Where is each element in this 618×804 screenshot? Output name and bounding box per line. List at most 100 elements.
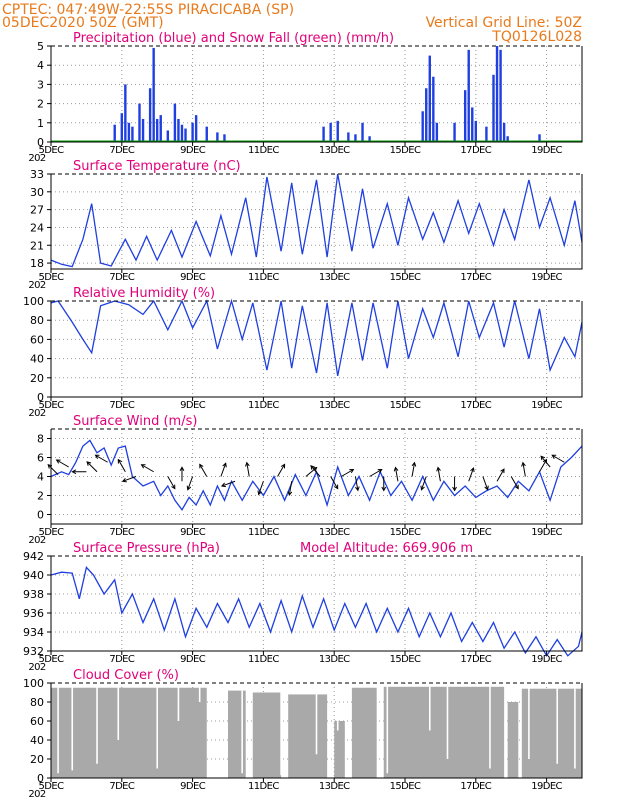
precip-bar (124, 84, 127, 142)
rh-line (50, 298, 583, 377)
panel-rh: 0 20 40 60 80 100 5DEC 7DEC 9DEC 11DEC 13DEC 15DEC 1… (23, 286, 583, 419)
precip-bar (538, 134, 541, 142)
header-grid-note: Vertical Grid Line: 50Z (426, 15, 582, 31)
panel-title: Relative Humidity (%) (73, 286, 215, 301)
wind-vector (310, 465, 321, 477)
cloud-block (383, 686, 505, 778)
precip-bar (471, 107, 474, 142)
year-stub: 202 (28, 153, 46, 164)
wind-vector (420, 476, 427, 490)
header: CPTEC: 047:49W-22:55S PIRACICABA (SP) 05… (2, 2, 582, 45)
precip-bar (322, 126, 325, 142)
precip-bar (120, 113, 123, 142)
frame (50, 174, 583, 270)
panel-precip: 0 1 2 3 4 5 5DEC 7DEC 9DEC 11DEC 13DEC 15DEC 17DEC 19… (28, 31, 583, 164)
panel-temp: 18 21 24 27 30 33 5DEC 7DEC 9DEC 11DEC 13DEC 15DEC 1… (28, 159, 583, 291)
x-tick-label: 13DEC (319, 654, 350, 665)
precip-bar (354, 134, 357, 142)
precip-bar (148, 88, 152, 142)
precip-bar (428, 55, 431, 142)
wind-vector (354, 476, 359, 491)
x-tick-label: 5DEC (39, 781, 65, 792)
x-tick-label: 19DEC (531, 145, 562, 156)
wind-vector (288, 481, 293, 496)
precip-bar (329, 122, 332, 142)
wind-vector-head (500, 468, 505, 474)
precip-bar (177, 118, 180, 142)
y-tick-label: 934 (23, 626, 44, 639)
y-tick-label: 4 (37, 471, 44, 484)
y-tick-label: 1 (37, 117, 44, 130)
wind-vector-head (280, 463, 286, 469)
panel-wind: 0 2 4 6 8 5DEC 7DEC 9DEC 11DEC 13DEC 15DEC 17DEC 19D… (28, 414, 583, 546)
wind-vector-head (86, 461, 92, 466)
x-tick-label: 13DEC (319, 781, 350, 792)
y-tick-label: 40 (30, 734, 44, 747)
x-tick-label: 7DEC (109, 781, 135, 792)
precip-bar (216, 132, 219, 142)
y-tick-label: 0 (37, 509, 44, 522)
wind-vector-head (420, 485, 425, 491)
cloud-gap (556, 683, 559, 764)
frame (50, 683, 583, 779)
y-tick-label: 80 (30, 696, 44, 709)
year-stub: 202 (28, 408, 46, 419)
pressure-line (50, 566, 583, 658)
wind-vector-head (186, 485, 192, 491)
cloud-gap (198, 683, 201, 702)
wind-vector (95, 454, 108, 463)
y-tick-label: 18 (30, 257, 44, 270)
wind-vector-head (551, 454, 557, 459)
precip-bar (138, 103, 141, 142)
precip-bar (173, 103, 177, 142)
wind-vector (199, 464, 208, 477)
cloud-gap (71, 683, 74, 771)
wind-vector-head (199, 463, 204, 469)
panel-cloud: 0 20 40 60 80 100 5DEC 7DEC 9DEC 11DEC 13DEC 15DEC 1… (23, 668, 583, 800)
y-tick-label: 2 (37, 490, 44, 503)
precip-bar (347, 132, 350, 142)
wind-vector (187, 476, 194, 490)
x-tick-label: 11DEC (248, 781, 279, 792)
wind-vector (277, 464, 285, 477)
frame (50, 429, 583, 525)
y-tick-label: 20 (30, 372, 44, 385)
wind-vector (522, 462, 526, 477)
x-tick-label: 9DEC (180, 145, 206, 156)
cloud-block (351, 687, 377, 778)
wind-vector (468, 467, 474, 482)
year-stub: 202 (28, 662, 46, 673)
precip-bar (474, 120, 477, 142)
wind-vector (220, 463, 227, 477)
wind-vector-head (245, 461, 250, 467)
y-tick-label: 938 (23, 588, 44, 601)
header-model: TQ0126L028 (491, 29, 582, 45)
wind-vector-head (540, 455, 546, 461)
wind-vector-head (179, 466, 185, 472)
cloud-gap (117, 683, 120, 740)
wind-vector (482, 476, 489, 490)
panels: 0 1 2 3 4 5 5DEC 7DEC 9DEC 11DEC 13DEC 15DEC 17DEC 19… (23, 31, 583, 800)
year-stub: 202 (28, 280, 46, 291)
precip-bar (435, 122, 439, 142)
y-tick-label: 6 (37, 452, 44, 465)
x-tick-label: 17DEC (460, 272, 491, 283)
cloud-gap (386, 683, 389, 774)
precip-bar (180, 124, 184, 142)
x-tick-label: 11DEC (248, 527, 279, 538)
wind-vector-head (171, 484, 176, 490)
y-tick-label: 0 (37, 772, 44, 785)
x-tick-label: 7DEC (109, 400, 135, 411)
x-tick-label: 7DEC (109, 145, 135, 156)
cloud-gap (177, 683, 180, 721)
header-run-time: 05DEC2020 50Z (GMT) (2, 15, 164, 31)
precip-bar (368, 136, 371, 142)
panel-title: Surface Temperature (nC) (73, 159, 241, 174)
x-tick-label: 13DEC (319, 272, 350, 283)
y-tick-label: 5 (37, 40, 44, 53)
x-tick-label: 5DEC (39, 272, 65, 283)
wind-vector (394, 467, 399, 482)
wind-vector-head (117, 458, 123, 464)
precip-bar (432, 76, 435, 142)
